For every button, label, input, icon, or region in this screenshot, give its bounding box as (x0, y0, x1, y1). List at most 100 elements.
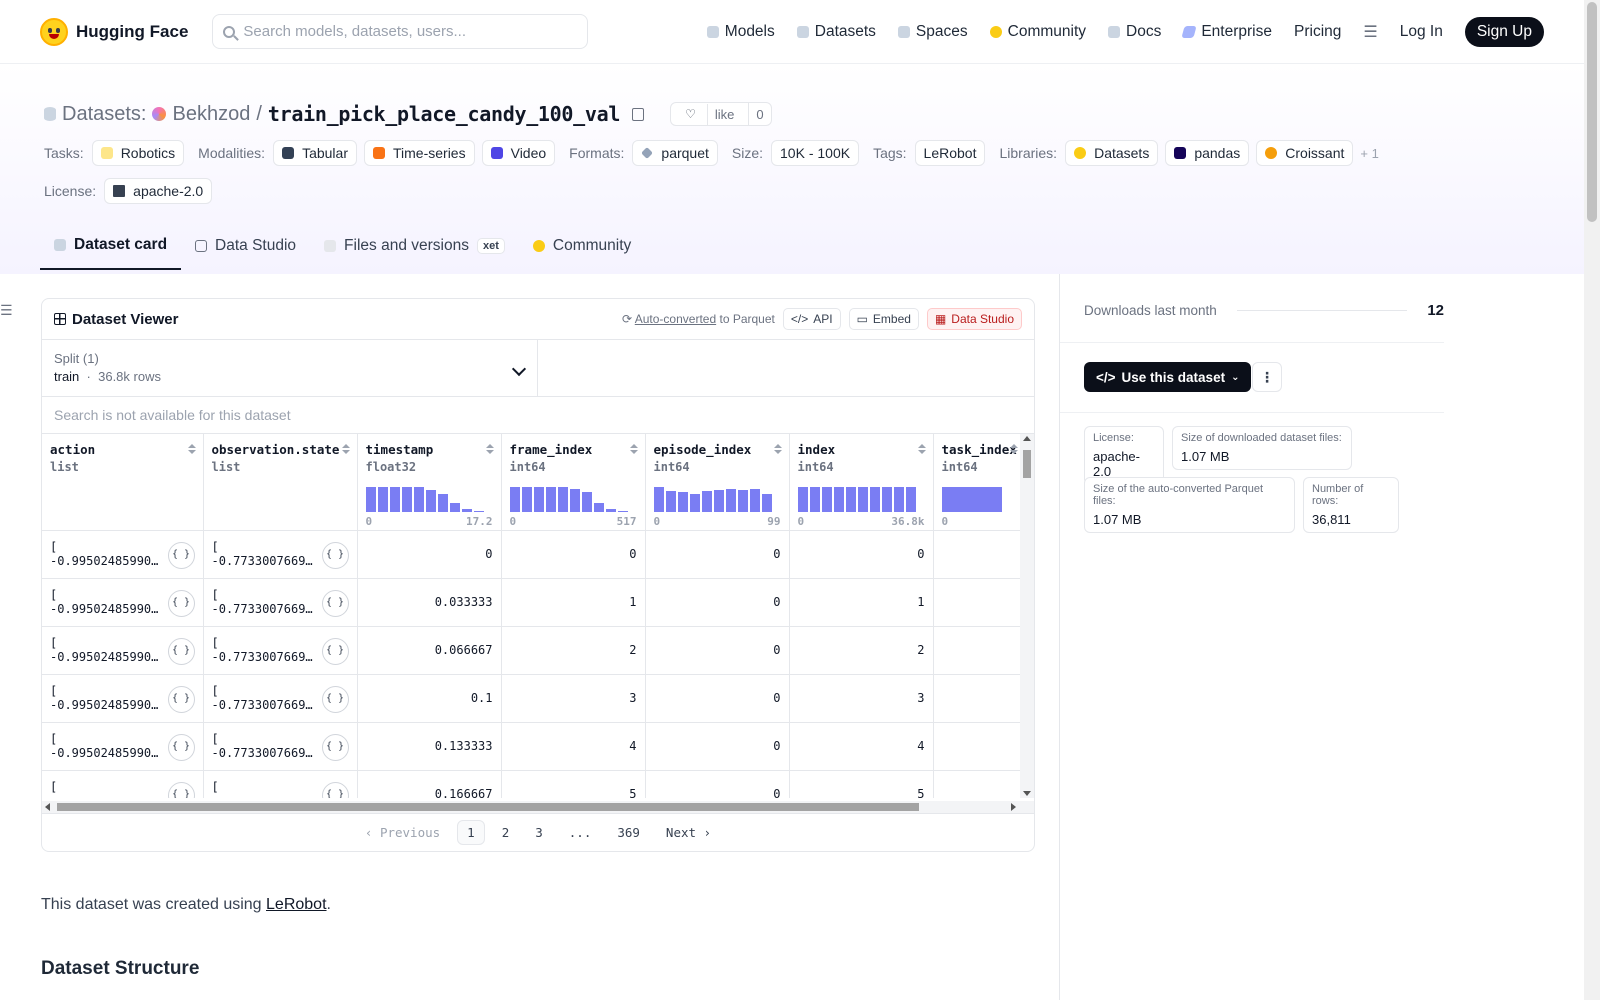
brand-logo[interactable]: Hugging Face (40, 17, 188, 46)
histogram-bar[interactable] (557, 486, 568, 512)
repo-name[interactable]: train_pick_place_candy_100_val (267, 102, 621, 126)
cell-frame-index[interactable]: 1 (501, 578, 646, 627)
tab-dataset-card[interactable]: Dataset card (40, 224, 182, 270)
tag-lerobot[interactable]: LeRobot (914, 140, 986, 166)
sort-icon[interactable] (486, 444, 494, 454)
page-last[interactable]: 369 (617, 825, 640, 840)
histogram-bar[interactable] (413, 486, 424, 512)
column-header[interactable]: action list (42, 434, 204, 531)
cell-task-index[interactable] (933, 674, 1026, 723)
expand-json-icon[interactable]: { } (321, 781, 349, 798)
column-header[interactable]: task_index int64 0 (933, 434, 1026, 531)
column-header[interactable]: index int64 0 36.8k (789, 434, 934, 531)
cell-observation-state[interactable]: [-0.7733007669… { } (203, 530, 358, 579)
histogram-bar[interactable] (689, 493, 700, 512)
column-header[interactable]: observation.state list (203, 434, 358, 531)
cell-action[interactable]: [-0.99502485990… { } (42, 578, 204, 627)
histogram-bar[interactable] (581, 491, 592, 512)
tag-license[interactable]: apache-2.0 (104, 178, 213, 204)
histogram-bar[interactable] (797, 486, 808, 512)
nav-pricing[interactable]: Pricing (1294, 23, 1341, 41)
cell-episode-index[interactable]: 0 (645, 722, 790, 771)
sort-icon[interactable] (188, 444, 196, 454)
column-header[interactable]: frame_index int64 0 517 (501, 434, 646, 531)
expand-json-icon[interactable]: { } (167, 541, 195, 569)
sort-icon[interactable] (630, 444, 638, 454)
cell-observation-state[interactable]: [-0.7733007669… { } (203, 626, 358, 675)
cell-timestamp[interactable]: 0.133333 (357, 722, 502, 771)
previous-page-button[interactable]: ‹ Previous (364, 825, 441, 840)
histogram-bar[interactable] (509, 486, 520, 512)
histogram-bar[interactable] (461, 508, 472, 512)
page-3[interactable]: 3 (535, 825, 543, 840)
expand-json-icon[interactable]: { } (321, 589, 349, 617)
histogram-bar[interactable] (845, 486, 856, 512)
expand-json-icon[interactable]: { } (321, 637, 349, 665)
histogram-bar[interactable] (617, 510, 628, 512)
cell-frame-index[interactable]: 0 (501, 530, 646, 579)
cell-observation-state[interactable]: [-0.7733007669… { } (203, 674, 358, 723)
tag-pandas[interactable]: pandas (1165, 140, 1250, 166)
nav-enterprise[interactable]: Enterprise (1181, 23, 1272, 41)
histogram-bar[interactable] (809, 486, 820, 512)
table-row[interactable]: [-0.99502485990…{ } [-0.7733007669…{ } 0… (42, 530, 1026, 579)
cell-task-index[interactable] (933, 722, 1026, 771)
histogram-bar[interactable] (401, 486, 412, 512)
more-tags-button[interactable]: + 1 (1360, 145, 1379, 161)
histogram-bar[interactable] (761, 493, 772, 512)
horizontal-scrollbar[interactable] (42, 801, 1034, 813)
histogram-bar[interactable] (605, 508, 616, 512)
expand-json-icon[interactable]: { } (321, 541, 349, 569)
nav-community[interactable]: Community (989, 23, 1086, 41)
tag-video[interactable]: Video (481, 140, 556, 166)
cell-episode-index[interactable]: 0 (645, 530, 790, 579)
histogram-bar[interactable] (533, 486, 544, 512)
sort-icon[interactable] (1010, 444, 1018, 454)
cell-index[interactable]: 0 (789, 530, 934, 579)
tag-datasets-lib[interactable]: Datasets (1065, 140, 1159, 166)
next-page-button[interactable]: Next › (665, 825, 712, 840)
tab-community[interactable]: Community (519, 224, 645, 270)
column-header[interactable]: timestamp float32 0 17.2 (357, 434, 502, 531)
histogram-bar[interactable] (737, 489, 748, 512)
cell-frame-index[interactable]: 3 (501, 674, 646, 723)
expand-json-icon[interactable]: { } (167, 781, 195, 798)
tag-robotics[interactable]: Robotics (91, 140, 185, 166)
cell-frame-index[interactable]: 4 (501, 722, 646, 771)
login-link[interactable]: Log In (1399, 22, 1443, 40)
histogram-bar[interactable] (389, 486, 400, 512)
histogram-bar[interactable] (365, 486, 376, 512)
cell-episode-index[interactable]: 0 (645, 578, 790, 627)
histogram-bar[interactable] (473, 510, 484, 512)
tag-size[interactable]: 10K - 100K (771, 140, 860, 166)
sort-icon[interactable] (918, 444, 926, 454)
nav-models[interactable]: Models (706, 23, 775, 41)
expand-json-icon[interactable]: { } (167, 637, 195, 665)
cell-frame-index[interactable]: 2 (501, 626, 646, 675)
histogram-bar[interactable] (869, 486, 880, 512)
copy-icon[interactable] (632, 107, 645, 121)
cell-index[interactable]: 1 (789, 578, 934, 627)
tab-files[interactable]: Files and versions xet (310, 224, 519, 270)
expand-json-icon[interactable]: { } (167, 733, 195, 761)
cell-episode-index[interactable]: 0 (645, 674, 790, 723)
cell-task-index[interactable] (933, 530, 1026, 579)
vertical-scrollbar[interactable] (1020, 434, 1034, 798)
cell-episode-index[interactable]: 0 (645, 626, 790, 675)
expand-json-icon[interactable]: { } (321, 733, 349, 761)
cell-timestamp[interactable]: 0.033333 (357, 578, 502, 627)
cell-index[interactable]: 3 (789, 674, 934, 723)
cell-timestamp[interactable]: 0.1 (357, 674, 502, 723)
auto-converted-link[interactable]: Auto-converted (634, 312, 717, 326)
histogram-bar[interactable] (881, 486, 892, 512)
cell-index[interactable]: 4 (789, 722, 934, 771)
sort-icon[interactable] (342, 444, 350, 454)
cell-action[interactable]: [-0.99502485990… { } (42, 674, 204, 723)
histogram-bar[interactable] (437, 493, 448, 512)
cell-observation-state[interactable]: [{ } (203, 770, 358, 798)
tag-croissant[interactable]: Croissant (1256, 140, 1354, 166)
more-options-button[interactable]: ⋮ (1252, 362, 1282, 392)
menu-icon[interactable]: ☰ (1363, 23, 1378, 41)
cell-action[interactable]: [-0.99502485990… { } (42, 626, 204, 675)
histogram-bar[interactable] (449, 502, 460, 512)
